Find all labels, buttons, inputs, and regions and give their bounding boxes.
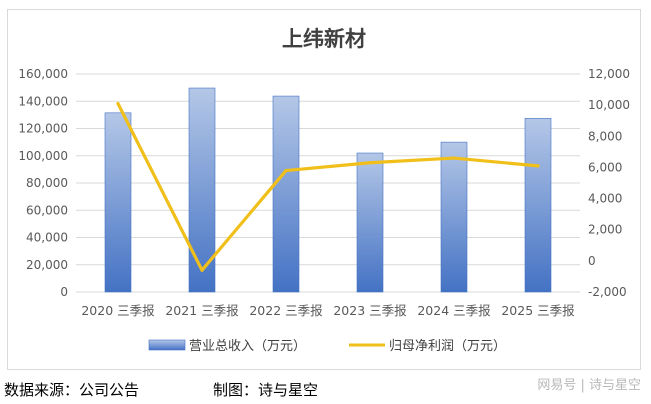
x-tick-label: 2023 三季报 xyxy=(333,303,407,318)
y-left-tick-label: 0 xyxy=(60,285,68,299)
x-tick-label: 2021 三季报 xyxy=(165,303,239,318)
y-right-tick-label: -2,000 xyxy=(588,285,627,299)
legend-line-label: 归母净利润（万元） xyxy=(389,339,506,354)
watermark: 网易号 | 诗与星空 xyxy=(537,378,641,393)
bar xyxy=(272,95,300,293)
x-tick-label: 2020 三季报 xyxy=(81,303,155,318)
line-point xyxy=(116,101,120,106)
chart-frame: 上纬新材 0 20,000 40,000 60,000 80,000 100,000 120… xyxy=(7,9,641,370)
y-axis-right: -2,000 0 2,000 4,000 6,000 8,000 10,000 12,000 xyxy=(588,67,630,299)
bar xyxy=(440,141,468,293)
x-tick-label: 2025 三季报 xyxy=(501,303,575,318)
y-right-tick-label: 6,000 xyxy=(588,160,622,174)
y-right-tick-label: 10,000 xyxy=(588,98,630,112)
line-point xyxy=(536,164,540,168)
bar-series xyxy=(104,87,552,293)
y-axis-left: 0 20,000 40,000 60,000 80,000 100,000 120,000 1… xyxy=(18,67,68,299)
y-right-tick-label: 4,000 xyxy=(588,192,622,206)
bar xyxy=(524,117,552,293)
line-point xyxy=(368,161,372,165)
y-left-tick-label: 20,000 xyxy=(26,258,68,272)
bar xyxy=(104,112,132,293)
y-left-tick-label: 160,000 xyxy=(18,67,68,81)
y-left-tick-label: 80,000 xyxy=(26,176,68,190)
data-source-note: 数据来源：公司公告 xyxy=(4,381,140,399)
line-point xyxy=(284,168,288,173)
legend: 营业总收入（万元） 归母净利润（万元） xyxy=(148,339,506,354)
legend-bar-label: 营业总收入（万元） xyxy=(189,339,306,354)
x-tick-label: 2024 三季报 xyxy=(417,303,491,318)
y-left-tick-label: 120,000 xyxy=(18,122,68,136)
line-point xyxy=(452,156,456,160)
chart-svg: 上纬新材 0 20,000 40,000 60,000 80,000 100,000 120… xyxy=(18,27,630,354)
y-left-tick-label: 140,000 xyxy=(18,94,68,108)
line-path xyxy=(116,101,540,272)
chart-credit: 制图：诗与星空 xyxy=(213,381,319,399)
y-left-tick-label: 100,000 xyxy=(18,149,68,163)
chart-title: 上纬新材 xyxy=(282,27,366,51)
y-right-tick-label: 12,000 xyxy=(588,67,630,81)
line-series xyxy=(116,101,540,272)
y-right-tick-label: 2,000 xyxy=(588,223,622,237)
x-tick-label: 2022 三季报 xyxy=(249,303,323,318)
y-right-tick-label: 0 xyxy=(588,254,596,268)
x-axis: 2020 三季报 2021 三季报 2022 三季报 2023 三季报 2024 三季报… xyxy=(81,303,575,318)
line-point xyxy=(200,268,204,272)
gridlines xyxy=(76,73,580,293)
bar xyxy=(356,152,384,293)
y-right-tick-label: 8,000 xyxy=(588,129,622,143)
y-left-tick-label: 40,000 xyxy=(26,231,68,245)
y-left-tick-label: 60,000 xyxy=(26,203,68,217)
legend-bar-swatch xyxy=(148,339,186,351)
